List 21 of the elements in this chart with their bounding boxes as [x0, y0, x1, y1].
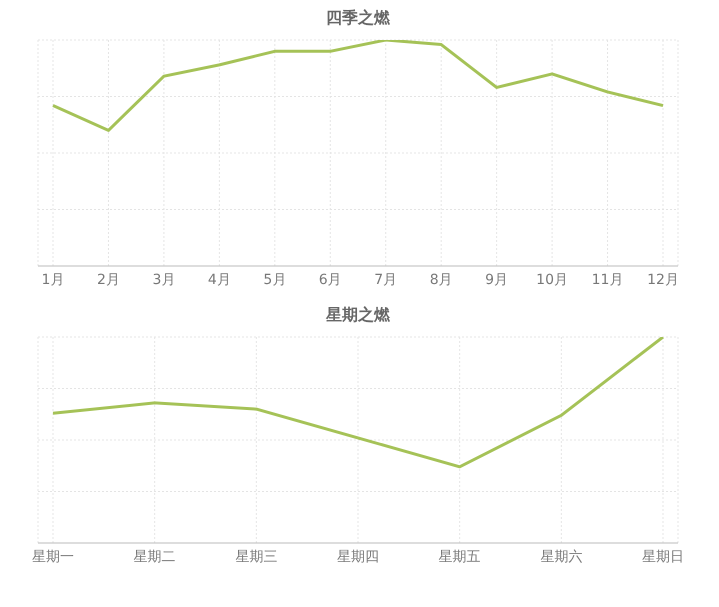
x-tick-label: 9月 [485, 272, 508, 288]
chart-title: 四季之燃 [325, 8, 391, 29]
x-tick-label: 星期六 [540, 548, 582, 565]
x-tick-label: 12月 [647, 272, 679, 288]
chart-title: 星期之燃 [324, 305, 391, 326]
x-tick-label: 星期一 [32, 548, 74, 565]
x-tick-label: 6月 [318, 272, 342, 288]
x-tick-label: 星期日 [642, 548, 684, 565]
x-tick-label: 7月 [374, 272, 398, 288]
x-tick-label: 星期二 [134, 548, 176, 565]
x-tick-label: 8月 [430, 272, 453, 288]
x-tick-label: 星期三 [235, 548, 278, 565]
x-tick-label: 10月 [536, 272, 568, 288]
x-tick-label: 2月 [96, 272, 120, 288]
x-tick-label: 5月 [263, 272, 286, 288]
x-tick-label: 4月 [208, 272, 231, 288]
x-tick-label: 星期五 [438, 548, 481, 565]
x-tick-label: 星期四 [337, 548, 379, 565]
x-tick-label: 1月 [42, 272, 64, 288]
x-tick-label: 3月 [152, 272, 176, 288]
x-tick-label: 11月 [592, 272, 624, 288]
